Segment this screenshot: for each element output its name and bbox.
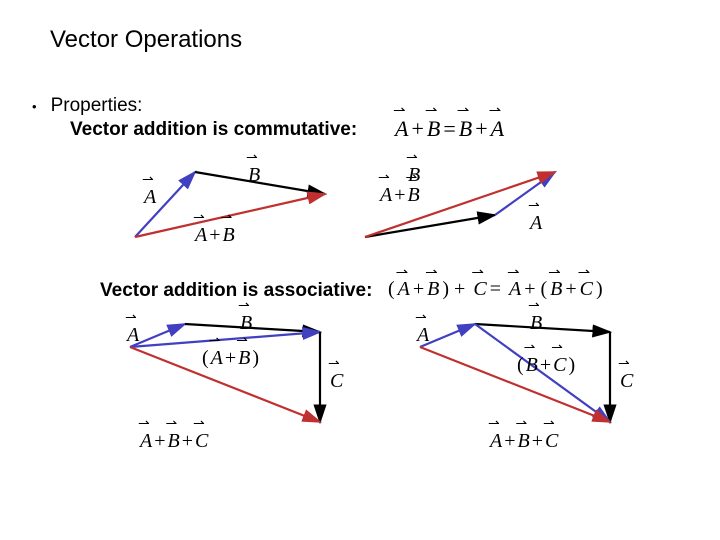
label-A: A: [530, 212, 542, 235]
slide: Vector Operations • Properties: Vector a…: [0, 0, 720, 540]
vector-B-arrow: [185, 324, 320, 332]
associative-heading: Vector addition is associative:: [100, 280, 372, 302]
figure-associative-right: A B (B+C) C A+B+C: [395, 312, 675, 462]
diagram-svg: [120, 152, 350, 272]
vec-C: C: [580, 278, 593, 300]
label-C: C: [620, 370, 633, 393]
figure-commutative-left: A B A+B: [120, 152, 350, 272]
vector-B-arrow: [475, 324, 610, 332]
vec-A: A: [509, 278, 521, 300]
bullet-dot-icon: •: [32, 95, 51, 119]
page-title: Vector Operations: [50, 26, 242, 54]
bullet-properties: • Properties:: [32, 95, 142, 119]
vector-B-arrow: [365, 215, 495, 237]
vec-A: A: [398, 278, 410, 300]
label-paren-BplusC: (B+C): [515, 354, 577, 377]
equation-commutative: A+B=B+A: [395, 116, 504, 142]
label-A: A: [127, 324, 139, 347]
label-B: B: [240, 312, 252, 335]
label-AplusBplusC: A+B+C: [140, 430, 208, 453]
figure-associative-left: A B (A+B) C A+B+C: [105, 312, 385, 462]
label-B: B: [530, 312, 542, 335]
label-AplusB: A+B: [380, 184, 420, 207]
vec-A: A: [395, 116, 408, 141]
label-A: A: [144, 186, 156, 209]
vector-A-arrow: [495, 172, 555, 215]
label-C: C: [330, 370, 343, 393]
label-A: A: [417, 324, 429, 347]
figure-commutative-right: A+B A B: [350, 152, 580, 272]
vec-B: B: [427, 116, 440, 141]
label-paren-AplusB: (A+B): [200, 347, 261, 370]
vec-B: B: [550, 278, 562, 300]
equation-associative: (A+B) + C= A+ (B+C): [385, 278, 606, 301]
vec-C: C: [473, 278, 486, 300]
properties-label: Properties:: [51, 95, 143, 117]
commutative-heading: Vector addition is commutative:: [70, 119, 357, 141]
vec-A: A: [491, 116, 504, 141]
vec-B: B: [459, 116, 472, 141]
label-B: B: [408, 164, 420, 187]
label-B: B: [248, 164, 260, 187]
vec-B: B: [427, 278, 439, 300]
label-AplusBplusC: A+B+C: [490, 430, 558, 453]
label-AplusB: A+B: [195, 224, 235, 247]
